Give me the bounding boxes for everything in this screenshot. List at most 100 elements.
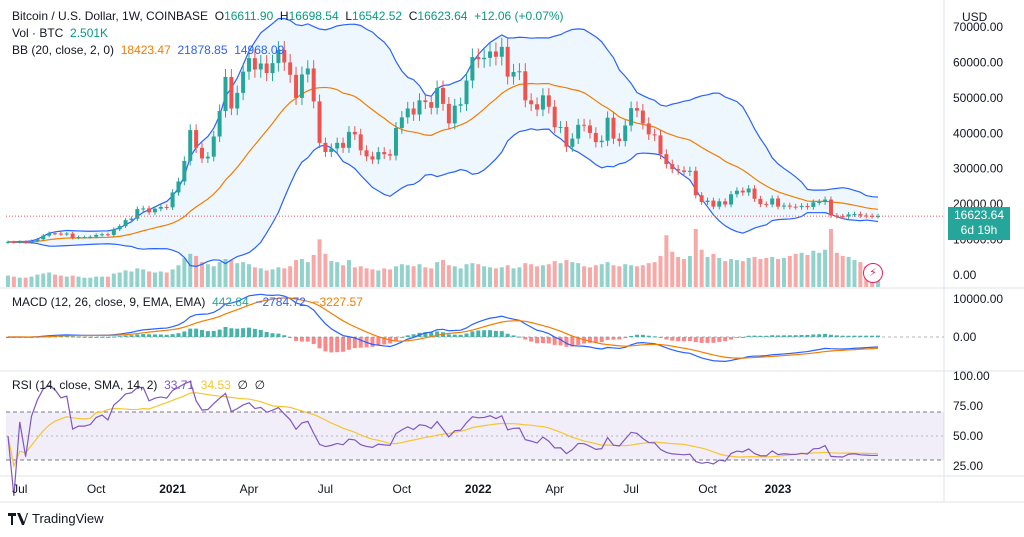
time-tick-label: Oct xyxy=(698,482,717,496)
currency-label: USD xyxy=(962,10,988,24)
bb-label: BB (20, close, 2, 0) xyxy=(12,43,115,57)
volume-bar xyxy=(346,260,351,287)
candle-body xyxy=(770,198,775,205)
macd-histogram-bar xyxy=(423,332,428,337)
volume-bar xyxy=(182,258,187,287)
candle-body xyxy=(617,138,622,142)
volume-bar xyxy=(776,259,781,287)
candle-body xyxy=(793,206,798,208)
volume-bar xyxy=(100,276,105,287)
volume-bar xyxy=(282,268,287,287)
candle-body xyxy=(76,237,81,239)
symbol-title: Bitcoin / U.S. Dollar, 1W, COINBASE xyxy=(12,9,209,23)
volume-bar xyxy=(582,266,587,287)
candle-body xyxy=(717,201,722,207)
volume-bar xyxy=(587,267,592,287)
macd-histogram-bar xyxy=(711,337,716,343)
candle-body xyxy=(382,152,387,155)
macd-histogram-bar xyxy=(411,334,416,337)
macd-histogram-bar xyxy=(311,337,316,345)
candle-body xyxy=(82,237,87,239)
candle-body xyxy=(511,71,516,77)
candle-body xyxy=(411,108,416,115)
volume-bar xyxy=(123,270,128,287)
macd-histogram-bar xyxy=(634,334,639,337)
volume-bar xyxy=(717,258,722,287)
macd-histogram-bar xyxy=(781,335,786,337)
macd-histogram-bar xyxy=(611,337,616,340)
volume-bar xyxy=(229,260,234,287)
macd-histogram-bar xyxy=(205,331,210,337)
low-label: L xyxy=(345,9,353,23)
macd-histogram-bar xyxy=(247,327,252,337)
time-tick-label: Oct xyxy=(87,482,106,496)
lightning-icon[interactable]: ⚡ xyxy=(863,263,883,283)
candle-body xyxy=(670,164,675,170)
macd-histogram-bar xyxy=(317,337,322,349)
macd-histogram-bar xyxy=(229,328,234,337)
time-tick-label: Apr xyxy=(240,482,259,496)
volume-bar xyxy=(417,264,422,287)
volume-label: Vol · BTC xyxy=(12,26,64,40)
volume-bar xyxy=(823,249,828,287)
candle-body xyxy=(105,234,110,236)
volume-bar xyxy=(117,272,122,287)
tradingview-logo[interactable]: TradingView xyxy=(8,511,104,526)
candle-body xyxy=(746,188,751,193)
macd-histogram-bar xyxy=(135,334,140,337)
candle-body xyxy=(53,233,58,235)
candle-body xyxy=(352,131,357,135)
macd-histogram-bar xyxy=(858,335,863,337)
macd-histogram-bar xyxy=(564,337,569,347)
macd-histogram-bar xyxy=(828,334,833,337)
volume-bar xyxy=(323,253,328,287)
candle-body xyxy=(587,125,592,133)
volume-bar xyxy=(370,269,375,287)
candle-body xyxy=(23,241,28,243)
candle-body xyxy=(458,104,463,106)
macd-histogram-bar xyxy=(646,335,651,337)
bb-basis-line xyxy=(7,82,879,243)
volume-bar xyxy=(699,249,704,287)
bb-basis-value: 18423.47 xyxy=(120,43,171,57)
macd-histogram-bar xyxy=(499,331,504,337)
volume-bar xyxy=(687,255,692,287)
volume-bar xyxy=(252,267,257,287)
candle-body xyxy=(170,192,175,208)
macd-histogram-bar xyxy=(299,337,304,342)
volume-bar xyxy=(53,274,58,287)
volume-bar xyxy=(223,259,228,287)
volume-bar xyxy=(464,264,469,287)
candle-body xyxy=(88,236,93,238)
volume-bar xyxy=(58,275,63,287)
time-tick-label: Oct xyxy=(393,482,412,496)
open-label: O xyxy=(214,9,225,23)
macd-histogram-bar xyxy=(805,334,810,337)
macd-histogram-bar xyxy=(329,337,334,353)
macd-histogram-bar xyxy=(223,326,228,337)
macd-histogram-bar xyxy=(399,337,404,338)
candle-body xyxy=(476,57,481,60)
macd-histogram-bar xyxy=(252,328,257,337)
volume-bar xyxy=(482,266,487,287)
time-tick-label: 2022 xyxy=(465,482,492,496)
volume-bar xyxy=(135,268,140,287)
candle-body xyxy=(517,71,522,73)
candle-body xyxy=(264,63,269,74)
price-tick-label: 30000.00 xyxy=(953,162,1003,176)
candle-body xyxy=(205,156,210,159)
macd-histogram-bar xyxy=(335,337,340,353)
candle-body xyxy=(864,215,869,217)
volume-bar xyxy=(552,261,557,287)
bb-upper-value: 21878.85 xyxy=(177,43,228,57)
volume-bar xyxy=(82,277,87,287)
volume-bar xyxy=(517,267,522,287)
candle-body xyxy=(611,117,616,139)
macd-histogram-bar xyxy=(129,335,134,337)
macd-histogram-bar xyxy=(535,337,540,344)
candle-body xyxy=(341,142,346,148)
macd-histogram-bar xyxy=(94,336,99,338)
candle-body xyxy=(282,50,287,63)
macd-histogram-bar xyxy=(517,336,522,338)
